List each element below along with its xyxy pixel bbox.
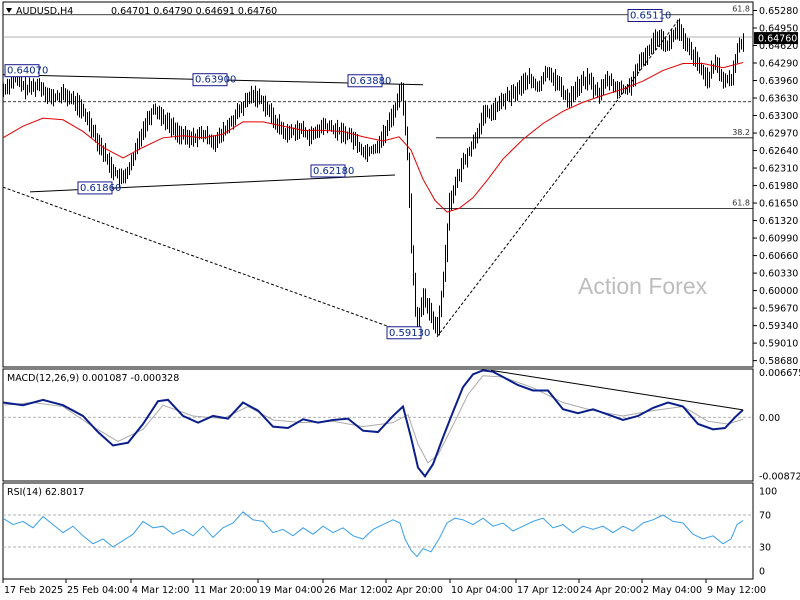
price-y-tick-label: 0.62310 bbox=[759, 164, 798, 175]
price-y-tick-label: 0.60660 bbox=[759, 251, 798, 262]
price-y-tick-label: 0.62640 bbox=[759, 146, 798, 157]
x-tick-label: 2 Apr 20:00 bbox=[387, 585, 443, 596]
macd-trend-line bbox=[490, 369, 744, 411]
moving-average-line bbox=[2, 61, 744, 213]
macd-y-tick-label: 0.00 bbox=[759, 413, 780, 424]
price-annotation-label: 0.63900 bbox=[195, 75, 236, 86]
rsi-panel-title: RSI(14) 62.8017 bbox=[7, 487, 84, 498]
price-annotation-label: 0.65110 bbox=[630, 11, 671, 22]
rsi-y-tick-label: 0 bbox=[759, 567, 765, 578]
macd-y-tick-label: -0.008724 bbox=[759, 471, 800, 482]
dropdown-triangle-icon[interactable] bbox=[6, 8, 12, 13]
fib-level-label: 61.8 bbox=[732, 198, 750, 207]
x-tick-label: 26 Mar 12:00 bbox=[324, 585, 387, 596]
price-y-tick-label: 0.61320 bbox=[759, 216, 798, 227]
price-panel-title: AUDUSD,H4 bbox=[16, 6, 73, 17]
price-y-tick-label: 0.59010 bbox=[759, 339, 798, 350]
price-annotation-box bbox=[347, 74, 383, 88]
price-y-tick-label: 0.62970 bbox=[759, 129, 798, 140]
price-annotation-box bbox=[77, 181, 113, 195]
x-tick-label: 19 Mar 04:00 bbox=[259, 585, 322, 596]
macd-panel-title: MACD(12,26,9) 0.001087 -0.000328 bbox=[7, 373, 179, 384]
price-y-tick-label: 0.63630 bbox=[759, 94, 798, 105]
price-annotation-label: 0.63880 bbox=[350, 76, 391, 87]
macd-panel-frame bbox=[2, 368, 754, 482]
price-y-tick-label: 0.64620 bbox=[759, 41, 798, 52]
price-annotation-label: 0.64070 bbox=[7, 66, 48, 77]
rsi-y-tick-label: 100 bbox=[759, 487, 777, 498]
price-y-tick-label: 0.64950 bbox=[759, 23, 798, 34]
current-price-label: 0.64760 bbox=[758, 34, 797, 45]
price-annotation-box bbox=[386, 326, 422, 340]
x-tick-label: 17 Feb 2025 bbox=[4, 585, 63, 596]
price-annotation-box bbox=[627, 9, 663, 23]
price-y-tick-label: 0.59340 bbox=[759, 321, 798, 332]
price-annotation-box bbox=[310, 164, 346, 178]
price-y-tick-label: 0.63960 bbox=[759, 76, 798, 87]
rsi-panel-frame bbox=[2, 482, 754, 580]
macd-y-tick-label: 0.006675 bbox=[759, 368, 800, 379]
x-tick-label: 9 May 12:00 bbox=[707, 585, 766, 596]
fib-level-label: 61.8 bbox=[732, 5, 750, 14]
ohlc-header: 0.64701 0.64790 0.64691 0.64760 bbox=[111, 6, 277, 17]
price-y-tick-label: 0.65280 bbox=[759, 6, 798, 17]
price-y-tick-label: 0.59670 bbox=[759, 304, 798, 315]
price-panel-frame bbox=[2, 1, 754, 368]
price-y-tick-label: 0.61980 bbox=[759, 181, 798, 192]
x-tick-label: 2 May 04:00 bbox=[643, 585, 702, 596]
macd-line bbox=[2, 369, 744, 478]
current-price-tag bbox=[754, 32, 798, 45]
rsi-line bbox=[2, 511, 744, 558]
rsi-y-tick-label: 70 bbox=[759, 511, 771, 522]
price-annotation-box bbox=[192, 73, 228, 87]
macd-signal-line bbox=[2, 375, 744, 464]
x-tick-label: 25 Feb 04:00 bbox=[67, 585, 129, 596]
trend-line bbox=[436, 19, 680, 338]
price-annotation-label: 0.62180 bbox=[313, 166, 354, 177]
x-tick-label: 10 Apr 04:00 bbox=[451, 585, 513, 596]
price-y-tick-label: 0.61650 bbox=[759, 199, 798, 210]
rsi-y-tick-label: 30 bbox=[759, 543, 771, 554]
price-y-tick-label: 0.60000 bbox=[759, 286, 798, 297]
price-annotation-label: 0.61860 bbox=[80, 183, 121, 194]
price-y-tick-label: 0.63300 bbox=[759, 111, 798, 122]
price-y-tick-label: 0.60330 bbox=[759, 269, 798, 280]
x-tick-label: 11 Mar 20:00 bbox=[194, 585, 257, 596]
price-annotation-label: 0.59130 bbox=[389, 328, 430, 339]
price-annotation-box bbox=[4, 64, 40, 78]
x-tick-label: 24 Apr 20:00 bbox=[580, 585, 642, 596]
x-tick-label: 17 Apr 12:00 bbox=[517, 585, 579, 596]
price-y-tick-label: 0.60990 bbox=[759, 234, 798, 245]
price-y-tick-label: 0.64290 bbox=[759, 59, 798, 70]
trend-line bbox=[2, 186, 418, 338]
fib-level-label: 38.2 bbox=[732, 128, 750, 137]
watermark: Action Forex bbox=[578, 273, 708, 299]
price-y-tick-label: 0.58680 bbox=[759, 356, 798, 367]
x-tick-label: 4 Mar 12:00 bbox=[132, 585, 189, 596]
